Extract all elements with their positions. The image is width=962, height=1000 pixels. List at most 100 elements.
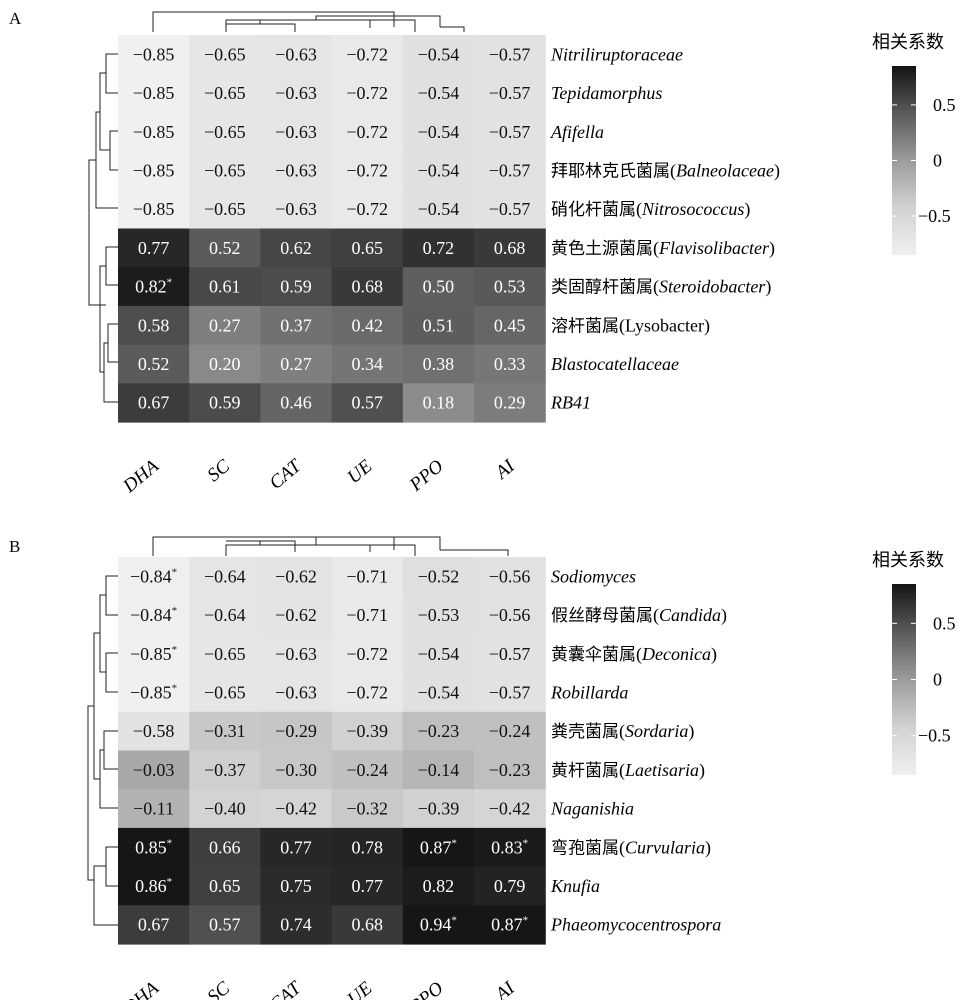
heatmap-cell — [474, 634, 546, 674]
heatmap-cell — [474, 305, 546, 346]
cell-value-label: −0.72 — [346, 199, 388, 219]
heatmap-cell — [402, 267, 475, 307]
row-label: Tepidamorphus — [551, 83, 662, 103]
row-label: 类固醇杆菌属(Steroidobacter) — [551, 277, 771, 298]
heatmap-cell — [189, 228, 261, 268]
heatmap-cell — [189, 634, 261, 674]
heatmap-cell — [260, 151, 333, 191]
cell-value-label: 0.72 — [423, 238, 455, 258]
heatmap-cell — [118, 112, 190, 152]
row-label: 硝化杆菌属(Nitrosococcus) — [551, 199, 750, 220]
cell-value-label: −0.85 — [133, 44, 175, 64]
cell-value-label: 0.27 — [280, 354, 312, 374]
heatmap-cell — [260, 112, 333, 152]
heatmap-cells: −0.85 −0.65 −0.63 −0.72 −0.54 −0.57 −0.85 −0.65… — [118, 35, 546, 423]
row-label: Blastocatellaceae — [551, 354, 679, 374]
cell-value-label: 0.94* — [420, 915, 457, 935]
column-dendrogram — [152, 11, 465, 32]
heatmap-cell — [189, 905, 261, 945]
cell-value-label: −0.63 — [275, 199, 317, 219]
cell-value-label: −0.63 — [275, 122, 317, 142]
heatmap-cell — [118, 673, 190, 713]
heatmap-cell — [118, 228, 190, 268]
cell-value-label: −0.65 — [204, 160, 246, 180]
heatmap-cell — [260, 35, 333, 75]
heatmap-cell — [118, 267, 190, 307]
cell-value-label: 0.87* — [420, 837, 457, 857]
cell-value-label: 0.45 — [494, 315, 526, 335]
cell-value-label: 0.74 — [280, 915, 312, 935]
row-label: Naganishia — [550, 799, 634, 819]
cell-value-label: −0.39 — [346, 721, 388, 741]
heatmap-cell — [189, 35, 261, 75]
heatmap-cell — [331, 151, 404, 191]
cell-value-label: −0.42 — [275, 799, 317, 819]
cell-value-label: −0.57 — [489, 644, 531, 664]
heatmap-cell — [189, 557, 261, 597]
cell-value-label: 0.77 — [351, 876, 383, 896]
cell-value-label: 0.78 — [351, 837, 383, 857]
cell-value-label: 0.57 — [209, 915, 241, 935]
column-label: AI — [490, 455, 520, 485]
color-legend: 相关系数 0.5 0 −0.5 — [872, 550, 956, 775]
heatmap-cell — [474, 557, 546, 597]
row-label: RB41 — [550, 393, 591, 413]
cell-value-label: −0.65 — [204, 682, 246, 702]
heatmap-cell — [474, 73, 546, 113]
cell-value-label: −0.56 — [489, 605, 531, 625]
row-label: Knufia — [550, 876, 600, 896]
heatmap-cell — [189, 827, 261, 868]
cell-value-label: −0.72 — [346, 682, 388, 702]
heatmap-cell — [402, 344, 475, 384]
cell-value-label: −0.85 — [133, 83, 175, 103]
cell-value-label: −0.65 — [204, 122, 246, 142]
heatmap-cell — [118, 711, 190, 752]
heatmap-cell — [474, 228, 546, 268]
cell-value-label: 0.52 — [138, 354, 170, 374]
cell-value-label: −0.40 — [204, 799, 246, 819]
color-legend: 相关系数 0.5 0 −0.5 — [872, 32, 956, 255]
heatmap-cell — [118, 750, 190, 790]
column-label: AI — [490, 977, 520, 1000]
cell-value-label: −0.39 — [418, 799, 460, 819]
cell-value-label: −0.57 — [489, 199, 531, 219]
cell-value-label: 0.38 — [423, 354, 455, 374]
cell-value-label: −0.64 — [204, 566, 246, 586]
heatmap-cell — [331, 344, 404, 384]
column-label: PPO — [405, 456, 448, 497]
heatmap-cell — [474, 344, 546, 384]
heatmap-cell — [474, 383, 546, 423]
heatmap-cell — [402, 595, 475, 635]
cell-value-label: −0.72 — [346, 644, 388, 664]
column-dendrogram — [152, 536, 509, 556]
heatmap-cell — [474, 750, 546, 790]
heatmap-cell — [260, 267, 333, 307]
cell-value-label: −0.84* — [130, 566, 177, 586]
heatmap-cell — [402, 711, 475, 752]
heatmap-cell — [474, 35, 546, 75]
cell-value-label: 0.68 — [494, 238, 526, 258]
heatmap-cell — [260, 73, 333, 113]
cell-value-label: −0.85* — [130, 682, 177, 702]
cell-value-label: −0.72 — [346, 83, 388, 103]
cell-value-label: 0.87* — [491, 915, 528, 935]
heatmap-cell — [118, 866, 190, 906]
heatmap-cell — [402, 305, 475, 346]
legend-ticks: 0.5 0 −0.5 — [892, 95, 956, 226]
cell-value-label: −0.54 — [418, 160, 460, 180]
heatmap-cell — [402, 673, 475, 713]
cell-value-label: −0.84* — [130, 605, 177, 625]
cell-value-label: 0.67 — [138, 393, 170, 413]
cell-value-label: −0.57 — [489, 682, 531, 702]
cell-value-label: −0.72 — [346, 122, 388, 142]
heatmap-cell — [331, 673, 404, 713]
heatmap-cells: −0.84* −0.64 −0.62 −0.71 −0.52 −0.56 −0.84* −0.… — [118, 557, 546, 945]
cell-value-label: 0.65 — [351, 238, 383, 258]
cell-value-label: −0.63 — [275, 83, 317, 103]
heatmap-cell — [189, 189, 261, 230]
cell-value-label: −0.62 — [275, 566, 317, 586]
column-label: SC — [204, 978, 235, 1000]
heatmap-cell — [474, 905, 546, 945]
heatmap-cell — [118, 905, 190, 945]
